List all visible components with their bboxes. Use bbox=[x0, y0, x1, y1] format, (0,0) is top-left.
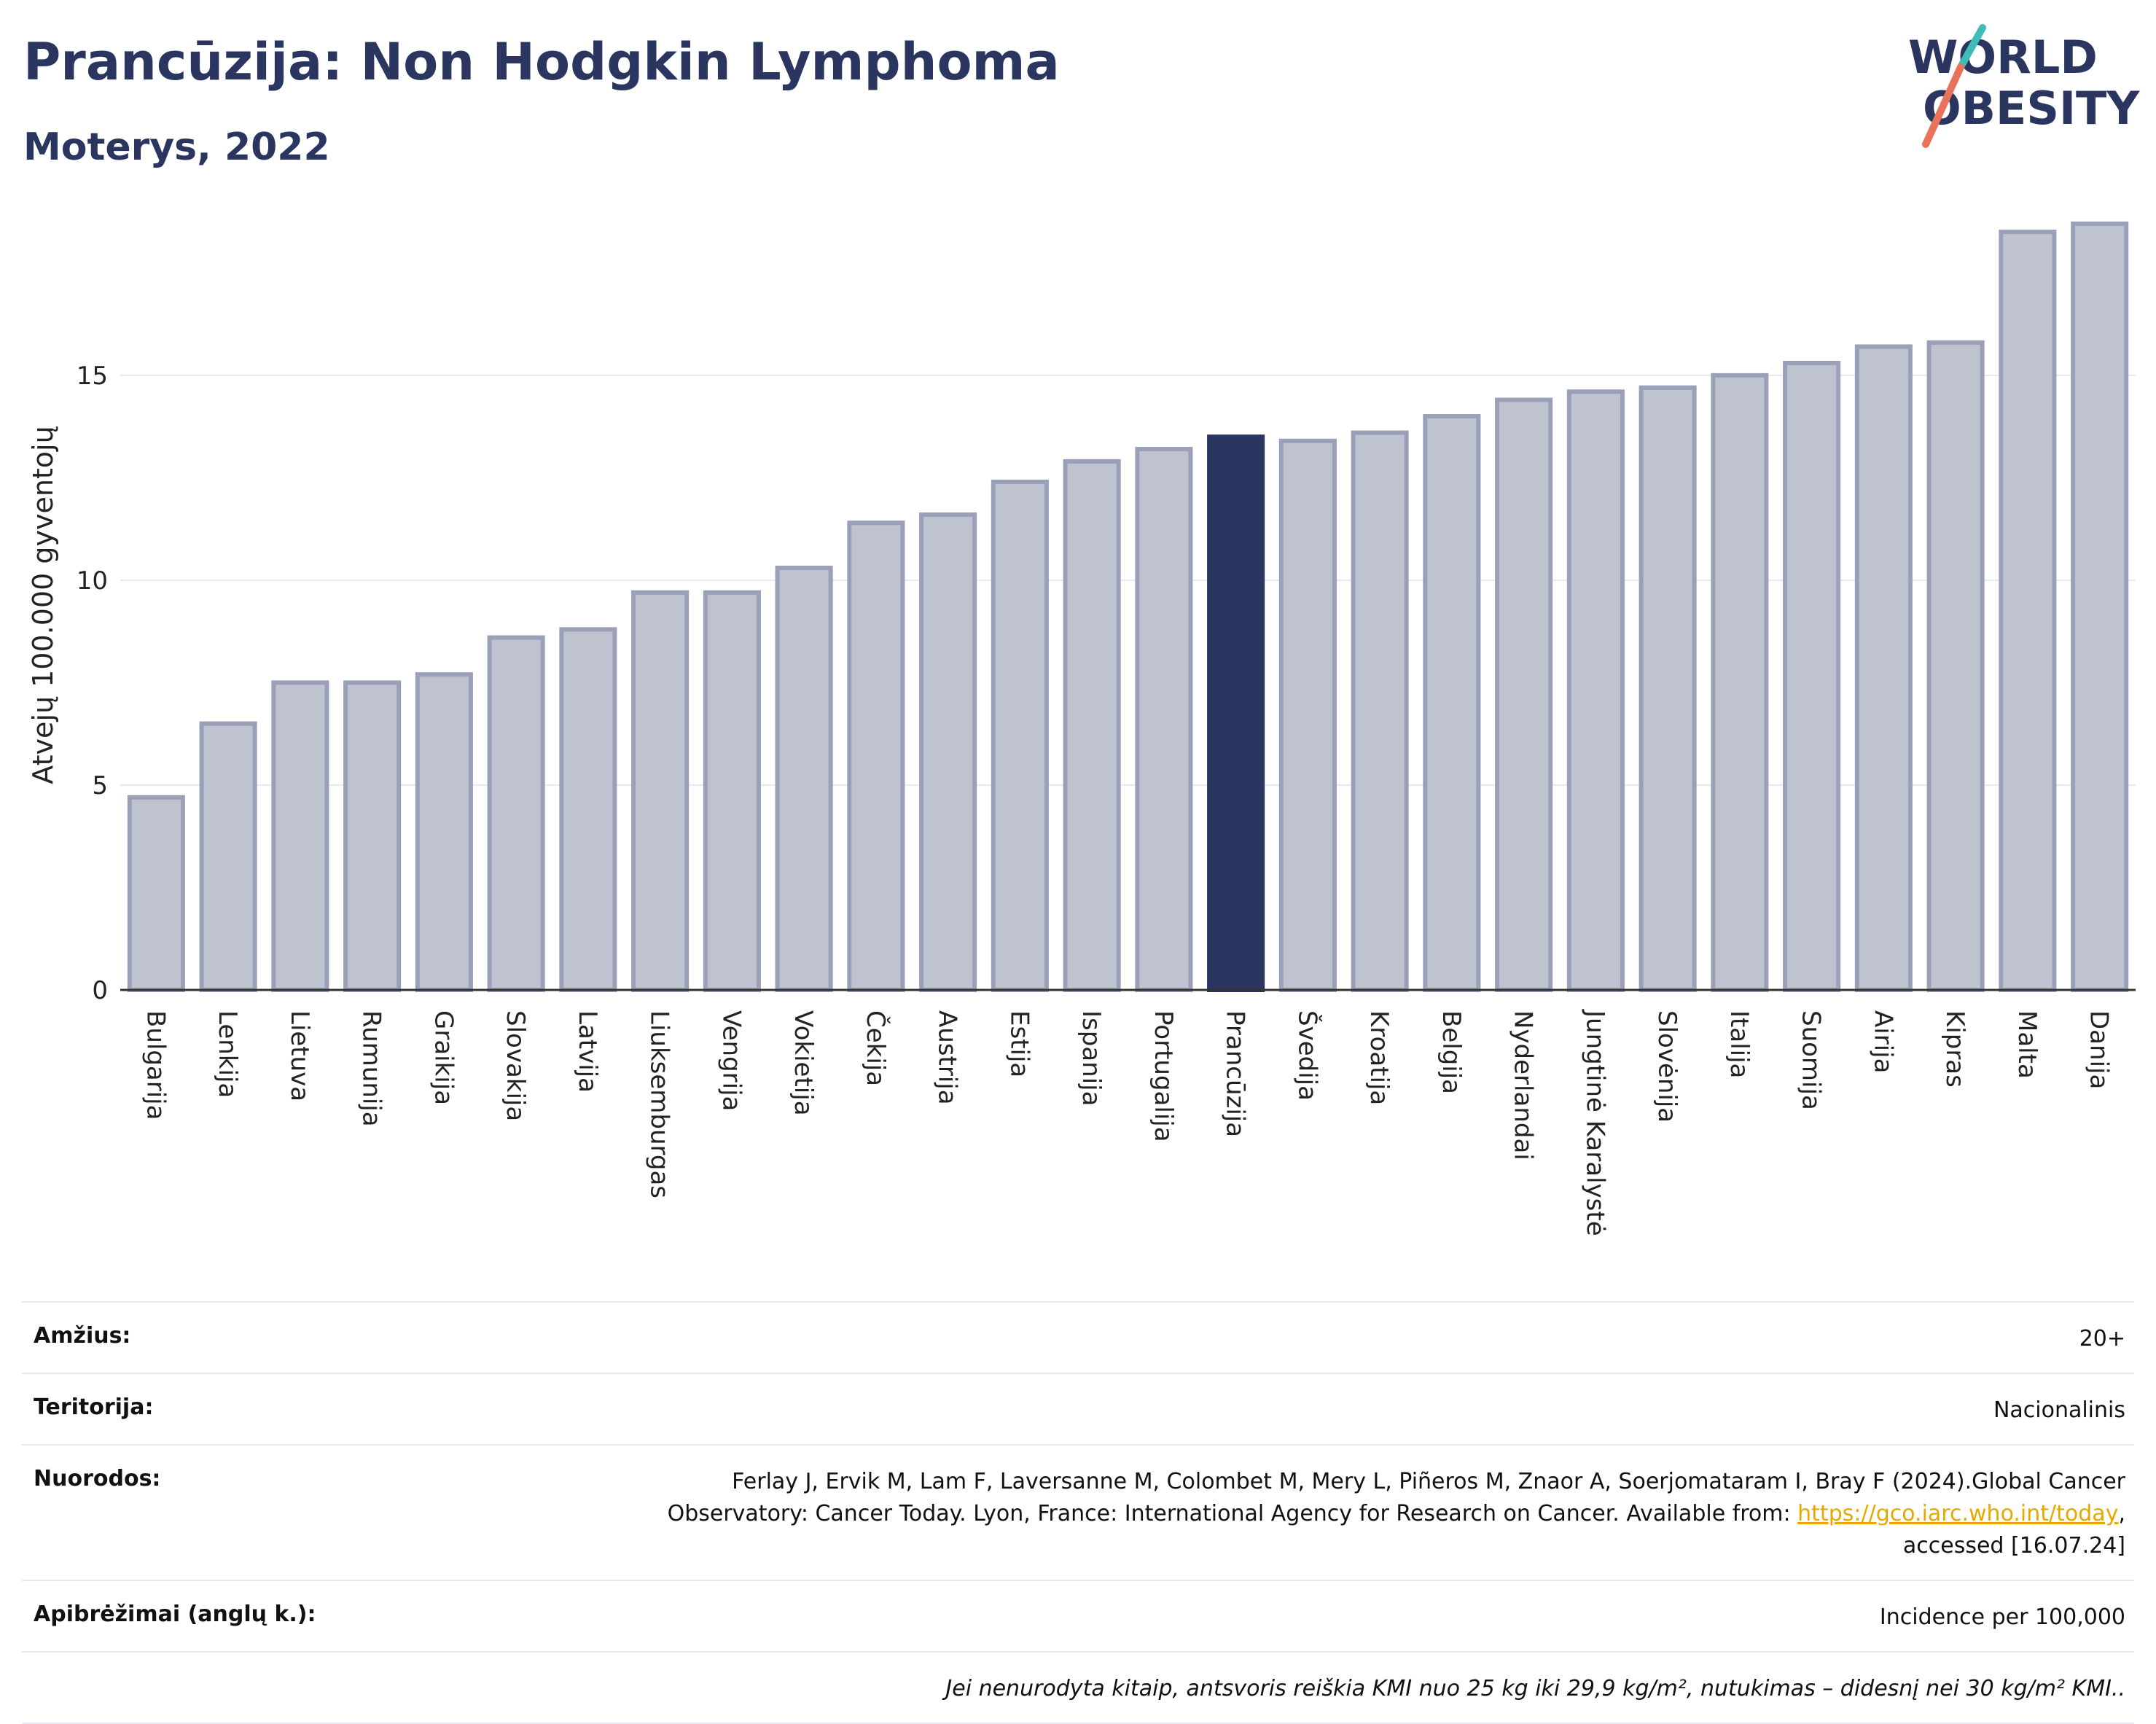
x-tick-label: Airija bbox=[1868, 1010, 1897, 1073]
x-tick-label: Austrija bbox=[933, 1010, 962, 1105]
x-tick-label: Malta bbox=[2012, 1010, 2042, 1079]
bar-Liuksemburgas bbox=[631, 590, 690, 992]
bar-Graikija bbox=[415, 672, 473, 992]
x-tick-label: Slovakija bbox=[501, 1010, 530, 1121]
x-tick-label: Liuksemburgas bbox=[645, 1010, 674, 1198]
bar-Airija bbox=[1854, 344, 1913, 992]
x-tick-label: Italija bbox=[1725, 1010, 1754, 1078]
world-obesity-logo: WORLD OBESITY bbox=[1908, 24, 2140, 148]
x-tick-label: Kipras bbox=[1940, 1010, 1969, 1088]
x-tick-label: Prancūzija bbox=[1221, 1010, 1250, 1137]
x-axis-ticks: Bulgarija Lenkija Lietuva Rumunija Graikija S… bbox=[141, 1009, 2113, 1236]
note-text: Jei nenurodyta kitaip, antsvoris reiškia… bbox=[945, 1676, 2125, 1701]
bar-Portugalija bbox=[1135, 447, 1193, 992]
bar-Malta bbox=[1999, 230, 2057, 993]
bar-Austrija bbox=[919, 512, 977, 992]
age-value: 20+ bbox=[2079, 1326, 2125, 1351]
info-row-age: Amžius: 20+ bbox=[22, 1301, 2134, 1373]
x-tick-label: Ispanija bbox=[1077, 1010, 1106, 1106]
bar-Čekija bbox=[847, 520, 905, 992]
references-line3: accessed [16.07.24] bbox=[1902, 1533, 2125, 1559]
bar-Slovakija bbox=[487, 635, 545, 992]
x-tick-label: Rumunija bbox=[357, 1010, 386, 1127]
y-tick-label: 15 bbox=[77, 362, 108, 391]
references-link[interactable]: https://gco.iarc.who.int/today bbox=[1797, 1501, 2119, 1526]
bar-Rumunija bbox=[343, 680, 402, 993]
y-tick-label: 10 bbox=[77, 566, 108, 596]
x-tick-label: Lietuva bbox=[285, 1010, 314, 1101]
bar-Ispanija bbox=[1063, 459, 1121, 992]
x-tick-label: Suomija bbox=[1797, 1010, 1826, 1110]
age-label: Amžius: bbox=[34, 1323, 131, 1349]
definitions-value: Incidence per 100,000 bbox=[1879, 1604, 2125, 1630]
bar-Vokietija bbox=[775, 566, 833, 992]
x-tick-label: Švedija bbox=[1292, 1010, 1322, 1101]
x-tick-label: Kroatija bbox=[1364, 1010, 1394, 1105]
y-tick-label: 0 bbox=[92, 976, 108, 1005]
info-row-definitions: Apibrėžimai (anglų k.): Incidence per 10… bbox=[22, 1580, 2134, 1651]
bar-Kroatija bbox=[1351, 430, 1409, 992]
bar-Lietuva bbox=[271, 680, 329, 993]
references-line2: Observatory: Cancer Today. Lyon, France:… bbox=[667, 1501, 1798, 1526]
x-tick-label: Belgija bbox=[1437, 1010, 1466, 1094]
definitions-label: Apibrėžimai (anglų k.): bbox=[34, 1602, 316, 1627]
bar-Švedija bbox=[1278, 438, 1337, 992]
bar-Vengrija bbox=[703, 590, 761, 992]
y-tick-label: 5 bbox=[92, 771, 108, 800]
x-tick-label: Jungtinė Karalystė bbox=[1580, 1009, 1609, 1236]
bar-Bulgarija bbox=[127, 795, 185, 993]
x-tick-label: Latvija bbox=[573, 1010, 602, 1093]
info-row-territory: Teritorija: Nacionalinis bbox=[22, 1373, 2134, 1444]
page-title: Prancūzija: Non Hodgkin Lymphoma bbox=[23, 32, 1060, 92]
x-tick-label: Estija bbox=[1004, 1010, 1034, 1077]
bar-Suomija bbox=[1783, 360, 1841, 992]
x-tick-label: Vengrija bbox=[716, 1010, 746, 1111]
info-row-references: Nuorodos: Ferlay J, Ervik M, Lam F, Lave… bbox=[22, 1444, 2134, 1580]
territory-value: Nacionalinis bbox=[1993, 1397, 2125, 1423]
bar-Prancūzija bbox=[1207, 434, 1265, 992]
references-line1: Ferlay J, Ervik M, Lam F, Laversanne M, … bbox=[732, 1469, 2125, 1494]
references-label: Nuorodos: bbox=[34, 1466, 161, 1491]
references-value: Ferlay J, Ervik M, Lam F, Laversanne M, … bbox=[667, 1469, 2125, 1559]
bar-Belgija bbox=[1423, 414, 1481, 992]
page-subtitle: Moterys, 2022 bbox=[23, 125, 330, 169]
bar-Slovėnija bbox=[1639, 385, 1697, 992]
bar-Latvija bbox=[559, 627, 617, 992]
bar-Danija bbox=[2071, 221, 2129, 992]
x-tick-label: Lenkija bbox=[213, 1010, 242, 1098]
bars bbox=[127, 221, 2129, 993]
x-tick-label: Čekija bbox=[861, 1010, 891, 1086]
x-tick-label: Vokietija bbox=[789, 1010, 818, 1116]
x-tick-label: Portugalija bbox=[1149, 1010, 1178, 1142]
x-tick-label: Bulgarija bbox=[141, 1010, 170, 1120]
x-tick-label: Slovėnija bbox=[1652, 1010, 1682, 1123]
x-tick-label: Danija bbox=[2085, 1010, 2114, 1089]
y-axis-ticks: 0 5 10 15 bbox=[77, 362, 108, 1005]
y-axis-label: Atvejų 100.000 gyventojų bbox=[27, 426, 59, 784]
bar-Nyderlandai bbox=[1495, 397, 1553, 992]
logo-line1: WORLD bbox=[1908, 31, 2098, 84]
bar-Estija bbox=[991, 479, 1049, 992]
info-table: Amžius: 20+ Teritorija: Nacionalinis Nuo… bbox=[22, 1301, 2134, 1724]
bar-Jungtinė Karalystė bbox=[1566, 389, 1625, 992]
bar-Lenkija bbox=[199, 721, 257, 992]
x-tick-label: Graikija bbox=[429, 1010, 458, 1105]
info-row-note: Jei nenurodyta kitaip, antsvoris reiškia… bbox=[22, 1651, 2134, 1724]
logo-line2: OBESITY bbox=[1923, 82, 2140, 135]
territory-label: Teritorija: bbox=[34, 1395, 154, 1420]
bar-chart: 0 5 10 15 Bulgarija Lenkija Lietuva Rumunija Gr… bbox=[27, 221, 2136, 1236]
x-tick-label: Nyderlandai bbox=[1509, 1010, 1538, 1161]
bar-Kipras bbox=[1926, 340, 1985, 993]
bar-Italija bbox=[1711, 373, 1769, 992]
